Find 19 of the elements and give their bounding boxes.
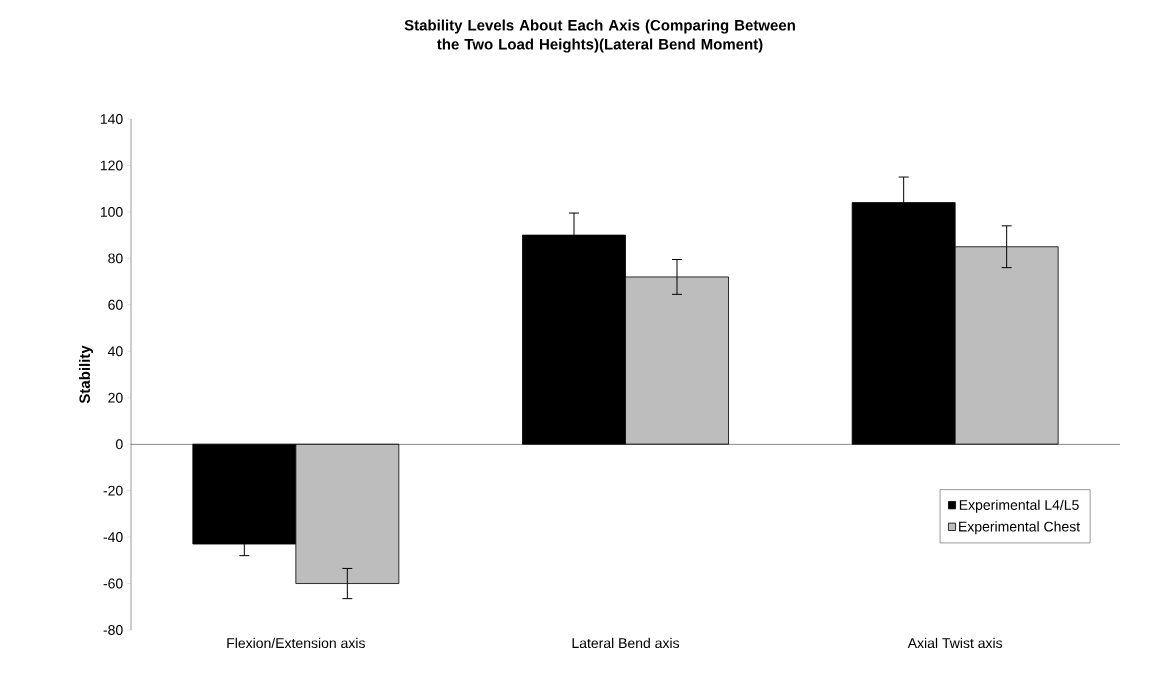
legend-label: Experimental L4/L5	[959, 499, 1079, 513]
y-tick-label: -80	[103, 625, 123, 635]
y-tick-label: 140	[100, 114, 123, 124]
y-tick-label: -40	[103, 532, 123, 543]
y-tick-label: 100	[100, 206, 123, 217]
y-tick-label: -20	[103, 485, 123, 496]
chart-title: Stability Levels About Each Axis (Comparing Between the Two Load Heights)(Lateral Bend Moment)	[404, 19, 795, 53]
legend-label: Experimental Chest	[959, 521, 1080, 535]
x-tick-label: Flexion/Extension axis	[227, 637, 365, 649]
y-tick-label: -60	[103, 578, 123, 589]
x-tick-label: Axial Twist axis	[907, 637, 1003, 649]
y-tick-label: 40	[107, 346, 123, 357]
y-tick-label: 20	[108, 392, 123, 403]
y-axis-title: Stability	[79, 345, 93, 404]
y-tick-label: 120	[100, 160, 123, 171]
y-tick-label: 0	[115, 439, 123, 450]
y-tick-label: 80	[108, 253, 123, 264]
x-tick-label: Lateral Bend axis	[572, 637, 680, 649]
y-tick-label: 60	[108, 299, 123, 310]
